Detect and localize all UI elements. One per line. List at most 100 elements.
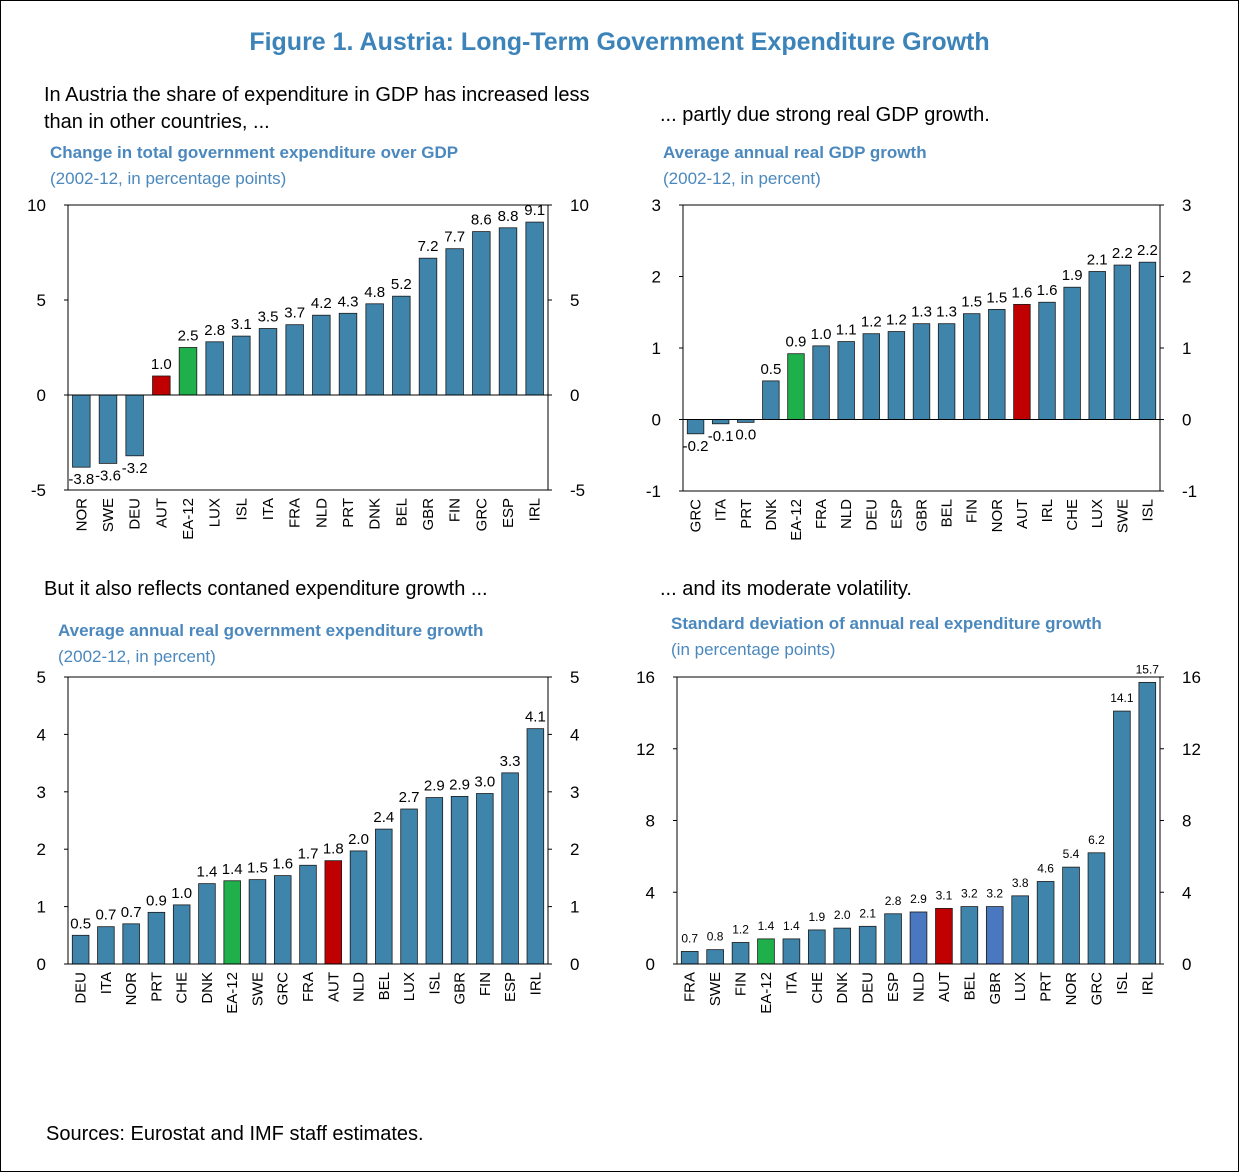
panel2-caption: ... partly due strong real GDP growth.: [660, 104, 990, 126]
bar-ea-12: [757, 938, 775, 965]
x-tick-label: LUX: [401, 972, 418, 1001]
x-tick-label: FIN: [477, 972, 494, 996]
data-label: 2.2: [1112, 245, 1133, 262]
x-tick-label: CHE: [174, 972, 191, 1004]
x-tick-label: PRT: [1038, 972, 1055, 1002]
bar-prt: [147, 911, 166, 965]
x-tick-label: IRL: [527, 498, 544, 521]
y-tick-label-left: 12: [636, 740, 655, 759]
bar-aut: [324, 860, 343, 965]
x-tick-label: BEL: [376, 972, 393, 1000]
bar-irl: [525, 221, 544, 396]
panel4-title: Standard deviation of annual real expend…: [671, 614, 1102, 633]
x-tick-label: NLD: [313, 498, 330, 528]
data-label: 3.3: [500, 753, 521, 770]
data-label: 9.1: [524, 202, 545, 219]
data-label: 8.8: [498, 208, 519, 225]
data-label: 2.4: [373, 809, 394, 826]
panel3-caption: But it also reflects contaned expenditur…: [44, 578, 488, 600]
x-tick-label: GRC: [275, 972, 292, 1006]
data-label: 0.7: [95, 907, 116, 924]
bar-fra: [299, 864, 317, 965]
y-tick-label-left: 4: [37, 725, 46, 744]
bar-grc: [273, 875, 292, 965]
data-label: 1.0: [811, 326, 832, 343]
x-tick-label: PRT: [148, 972, 165, 1002]
data-label: -0.1: [708, 428, 734, 445]
bar-isl: [425, 797, 444, 965]
bar-gbr: [985, 906, 1004, 965]
bar-nor: [988, 308, 1006, 420]
data-label: 1.1: [836, 322, 857, 339]
data-label: 1.5: [986, 289, 1007, 306]
data-label: 1.6: [1011, 284, 1032, 301]
bar-grc: [472, 231, 491, 396]
data-label: 1.4: [758, 919, 775, 933]
data-label: 1.9: [1062, 267, 1083, 284]
bar-lux: [400, 808, 418, 965]
x-tick-label: ESP: [885, 972, 902, 1002]
figure-title: Figure 1. Austria: Long-Term Government …: [249, 28, 990, 56]
x-tick-label: GBR: [452, 972, 469, 1005]
bar-fra: [812, 345, 830, 420]
data-label: 1.5: [247, 860, 268, 877]
x-tick-label: DNK: [199, 972, 216, 1004]
x-tick-label: IRL: [527, 972, 544, 995]
data-label: 1.3: [936, 304, 957, 321]
y-tick-label-right: 16: [1182, 668, 1201, 687]
data-label: 2.2: [1137, 242, 1158, 259]
bar-che: [1063, 286, 1081, 420]
data-label: 7.7: [444, 229, 465, 246]
x-tick-label: EA-12: [180, 498, 197, 540]
x-tick-label: AUT: [1014, 499, 1031, 529]
x-tick-label: DEU: [73, 972, 90, 1004]
x-tick-label: GBR: [420, 498, 437, 531]
bar-aut: [1013, 303, 1031, 420]
data-label: -3.6: [95, 467, 121, 484]
bar-fin: [476, 793, 494, 965]
bar-deu: [858, 925, 877, 965]
bar-swe: [248, 879, 267, 965]
y-tick-label-right: 3: [1182, 196, 1191, 215]
x-tick-label: GRC: [473, 498, 490, 531]
bar-swe: [98, 394, 118, 464]
bar-nor: [1062, 866, 1080, 965]
bar-esp: [887, 331, 906, 420]
panel1-subtitle: (2002-12, in percentage points): [50, 169, 287, 188]
y-tick-label-left: 4: [646, 883, 655, 902]
data-label: 1.0: [151, 356, 172, 373]
bar-ea-12: [178, 347, 198, 396]
bar-che: [172, 904, 191, 965]
panel1-caption: In Austria the share of expenditure in G…: [44, 84, 590, 133]
data-label: 15.7: [1136, 665, 1160, 676]
data-label: 1.6: [1037, 282, 1058, 299]
data-label: 3.8: [1012, 876, 1029, 890]
x-tick-label: CHE: [809, 972, 826, 1004]
bar-ea-12: [787, 353, 805, 420]
x-tick-label: ITA: [98, 972, 115, 994]
data-label: 4.2: [311, 295, 332, 312]
x-tick-label: ESP: [500, 498, 517, 528]
x-tick-label: SWE: [707, 972, 724, 1006]
x-tick-label: DEU: [127, 498, 144, 530]
x-tick-label: BEL: [393, 498, 410, 526]
data-label: 3.0: [474, 774, 495, 791]
x-tick-label: ESP: [502, 972, 519, 1002]
y-tick-label-right: 1: [1182, 339, 1191, 358]
x-tick-label: NOR: [123, 972, 140, 1006]
bar-irl: [526, 728, 545, 965]
bar-dnk: [833, 927, 852, 965]
x-tick-label: NOR: [73, 498, 90, 532]
data-label: 1.5: [961, 294, 982, 311]
x-tick-label: ITA: [260, 498, 277, 520]
bar-deu: [125, 394, 144, 457]
x-tick-label: LUX: [1012, 972, 1029, 1001]
chart-expenditure-volatility: 0 0 4 4 8 8 12 12 16 16 0.7 FRA 0.8 SWE 1.2 FIN 1.4 EA-12…: [636, 665, 1201, 1014]
bar-lux: [205, 341, 224, 396]
data-label: 7.2: [418, 238, 439, 255]
data-label: 2.8: [885, 894, 902, 908]
y-tick-label-right: -5: [570, 481, 585, 500]
bar-swe: [706, 949, 724, 965]
x-tick-label: DNK: [763, 499, 780, 531]
y-tick-label-right: 5: [570, 668, 579, 687]
